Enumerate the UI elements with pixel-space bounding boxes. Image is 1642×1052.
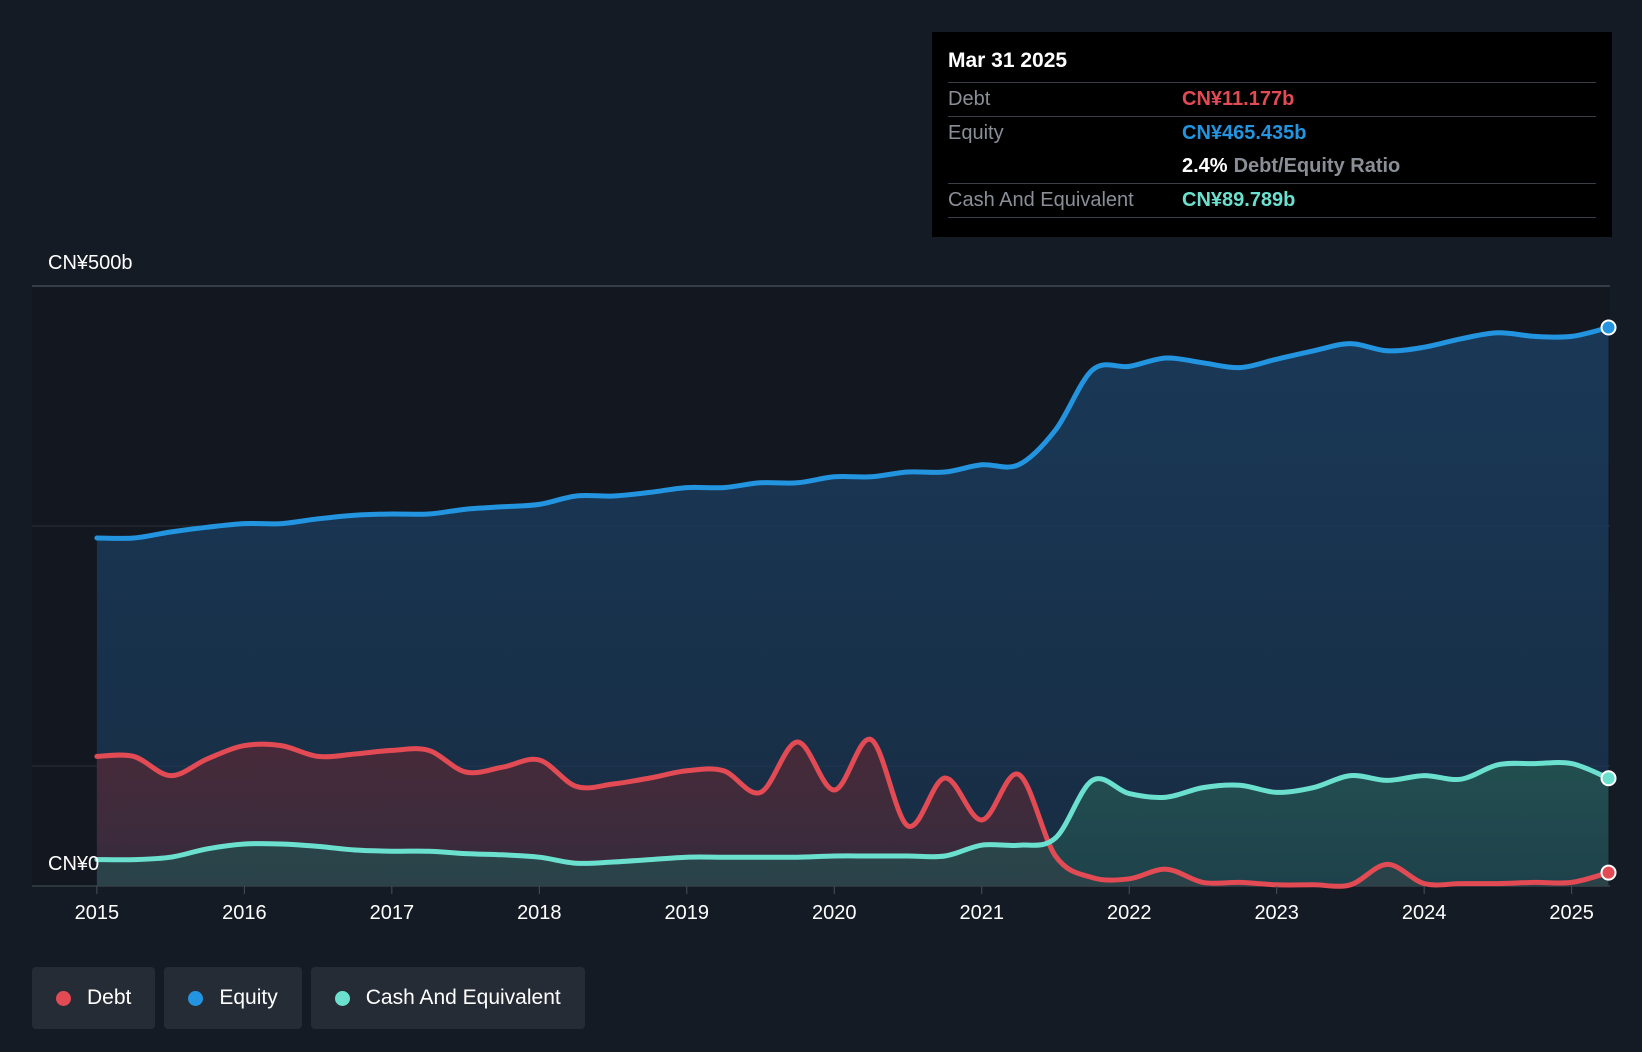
x-tick-label: 2019 bbox=[665, 902, 710, 924]
tooltip-panel: Mar 31 2025 Debt CN¥11.177b Equity CN¥46… bbox=[932, 32, 1612, 237]
debt-area bbox=[96, 739, 1609, 887]
cash-and-equivalent-end-point bbox=[1600, 770, 1617, 787]
x-tick-label: 2021 bbox=[959, 902, 1004, 924]
tooltip-row-cash: Cash And Equivalent CN¥89.789b bbox=[948, 184, 1596, 218]
x-tick-label: 2015 bbox=[75, 902, 120, 924]
tooltip-row-debt: Debt CN¥11.177b bbox=[948, 83, 1596, 117]
legend-cash-label: Cash And Equivalent bbox=[365, 986, 561, 1009]
cash-dot-icon bbox=[334, 990, 350, 1006]
x-tick-label: 2025 bbox=[1549, 902, 1594, 924]
tooltip-cash-value: CN¥89.789b bbox=[1182, 189, 1296, 211]
x-tick-label: 2020 bbox=[812, 902, 857, 924]
y-axis-top-label: CN¥500b bbox=[48, 252, 133, 274]
tooltip-ratio-spacer bbox=[948, 150, 1182, 183]
debt-line bbox=[94, 737, 1611, 889]
legend-debt-label: Debt bbox=[87, 986, 132, 1009]
x-tick-label: 2018 bbox=[517, 902, 562, 924]
equity-line bbox=[94, 325, 1611, 541]
cash-and-equivalent-line bbox=[94, 759, 1611, 866]
x-tick-label: 2023 bbox=[1254, 902, 1299, 924]
debt-dot-icon bbox=[56, 990, 71, 1006]
tooltip-row-ratio: 2.4% Debt/Equity Ratio bbox=[948, 150, 1596, 184]
y-axis-bottom-label: CN¥0 bbox=[48, 853, 99, 875]
tooltip-ratio-value: 2.4% bbox=[1182, 155, 1228, 177]
x-tick-label: 2016 bbox=[222, 902, 267, 924]
tooltip-debt-label: Debt bbox=[948, 88, 991, 110]
tick-layer: 2015 2016 2017 2018 2019 2020 2021 2022 2023 2024… bbox=[75, 886, 1594, 924]
tooltip-date: Mar 31 2025 bbox=[948, 46, 1596, 83]
tooltip-ratio-label: Debt/Equity Ratio bbox=[1233, 155, 1401, 177]
x-tick-label: 2017 bbox=[370, 902, 415, 924]
tooltip-equity-value: CN¥465.435b bbox=[1182, 122, 1307, 144]
legend: Debt Equity Cash And Equivalent bbox=[32, 967, 585, 1029]
x-tick-label: 2022 bbox=[1107, 902, 1152, 924]
legend-item-debt[interactable]: Debt bbox=[32, 967, 156, 1029]
line-layer bbox=[94, 325, 1611, 889]
x-tick-label: 2024 bbox=[1402, 902, 1447, 924]
marker-layer bbox=[1600, 319, 1617, 881]
equity-end-point bbox=[1600, 319, 1617, 336]
tooltip-debt-value: CN¥11.177b bbox=[1182, 88, 1295, 110]
legend-item-equity[interactable]: Equity bbox=[164, 967, 302, 1029]
equity-dot-icon bbox=[188, 990, 204, 1006]
legend-equity-label: Equity bbox=[219, 986, 278, 1009]
tooltip-equity-label: Equity bbox=[948, 122, 1004, 144]
legend-item-cash[interactable]: Cash And Equivalent bbox=[310, 967, 585, 1029]
tooltip-cash-label: Cash And Equivalent bbox=[948, 189, 1134, 211]
tooltip-row-equity: Equity CN¥465.435b bbox=[948, 117, 1596, 150]
debt-end-point bbox=[1600, 864, 1617, 881]
equity-area bbox=[96, 327, 1609, 886]
